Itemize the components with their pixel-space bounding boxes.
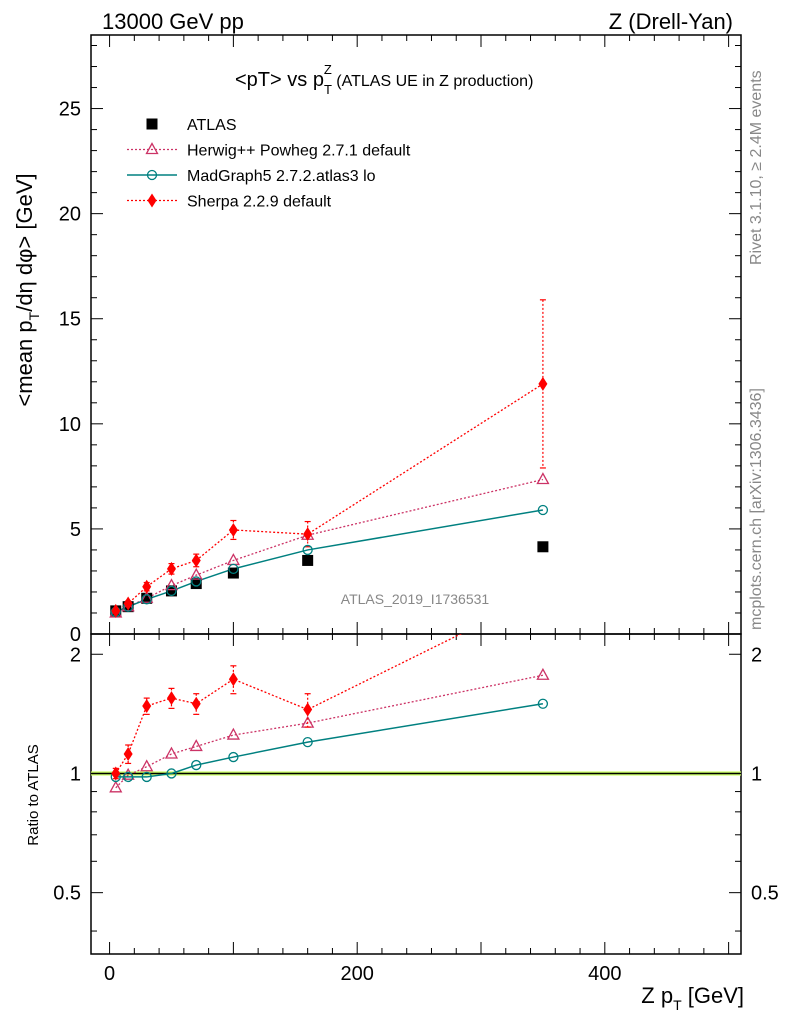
ratio-y-tick-label-right: 1: [751, 763, 762, 785]
main-sherpa-point: [228, 522, 238, 537]
main-y-tick-label: 0: [70, 624, 81, 646]
plot-title-main: <pT> vs p: [235, 69, 324, 91]
plot-title-suffix: (ATLAS UE in Z production): [332, 73, 534, 90]
ratio-band: [91, 771, 741, 776]
mcplots-label: mcplots.cern.ch [arXiv:1306.3436]: [748, 388, 765, 630]
main-y-tick-label: 25: [59, 99, 81, 121]
main-sherpa-point: [191, 553, 201, 568]
ratio-sherpa-point: [123, 746, 133, 761]
main-sherpa-point: [111, 603, 121, 618]
ratio-herwig-point: [226, 727, 240, 740]
main-y-tick-label: 10: [59, 414, 81, 436]
plot-title-sup: Z: [324, 62, 332, 77]
main-atlas-point: [141, 592, 153, 604]
main-atlas-point: [302, 554, 314, 566]
ratio-y-tick-label-right: 2: [751, 644, 762, 666]
ratio-madgraph-point: [302, 736, 313, 748]
main-y-tick-label: 15: [59, 309, 81, 331]
main-atlas-point: [537, 541, 549, 553]
main-y-tick-label: 20: [59, 204, 81, 226]
legend-sherpa-label: Sherpa 2.2.9 default: [187, 194, 332, 211]
ratio-madgraph-line: [115, 702, 544, 778]
legend-madgraph-label: MadGraph5 2.7.2.atlas3 lo: [187, 168, 376, 185]
main-madgraph-point: [166, 585, 177, 597]
ratio-madgraph-point: [141, 771, 152, 783]
ratio-madgraph-point: [122, 771, 134, 783]
ratio-sherpa-line: [115, 634, 463, 774]
ratio-herwig-point: [140, 759, 154, 772]
data-marks: [109, 376, 550, 618]
x-tick-label: 200: [341, 963, 374, 985]
ratio-herwig-point: [121, 767, 135, 780]
x-tick-label: 0: [104, 963, 115, 985]
legend-herwig-marker: [145, 142, 159, 155]
ratio-y-tick-label-left: 2: [70, 644, 81, 666]
legend-atlas-label: ATLAS: [187, 117, 237, 134]
ratio-herwig-point: [189, 739, 203, 752]
main-sherpa-point: [123, 596, 133, 611]
header-right: Z (Drell-Yan): [609, 9, 733, 34]
ratio-sherpa-point: [191, 696, 201, 711]
main-sherpa-line: [115, 383, 544, 612]
ratio-y-tick-label-left: 0.5: [53, 883, 81, 905]
plot-title-sub: T: [324, 82, 332, 97]
legend: ATLAS Herwig++ Powheg 2.7.1 default MadGra…: [127, 117, 411, 211]
main-madgraph-point: [228, 563, 239, 574]
ratio-y-tick-label-right: 0.5: [751, 883, 779, 905]
ratio-sherpa-point: [228, 672, 238, 687]
ratio-panel-frame: [90, 633, 742, 955]
plot-title: <pT> vs pTZ (ATLAS UE in Z production): [235, 62, 533, 97]
main-madgraph-point: [302, 544, 313, 556]
ratio-herwig-point: [109, 780, 123, 793]
ratio-y-axis-label: Ratio to ATLAS: [25, 744, 42, 845]
x-tick-label: 400: [588, 963, 621, 985]
legend-sherpa-marker: [147, 193, 157, 208]
main-herwig-point: [536, 472, 550, 485]
main-herwig-point: [164, 578, 179, 591]
main-y-axis-label: <mean pT/dη dφ> [GeV]: [12, 173, 42, 406]
x-axis-label: Z pT [GeV]: [641, 983, 744, 1013]
main-sherpa-point: [538, 376, 548, 391]
series-lines: [109, 299, 550, 793]
ratio-sherpa-point: [303, 702, 313, 717]
main-sherpa-point: [303, 527, 313, 542]
main-y-tick-label: 5: [70, 519, 81, 541]
main-atlas-point: [190, 578, 202, 590]
main-atlas-point: [165, 585, 177, 597]
ratio-herwig-point: [536, 667, 550, 680]
ratio-sherpa-point: [111, 766, 121, 781]
axis-ticks: [91, 35, 741, 954]
main-herwig-point: [140, 590, 154, 603]
ratio-herwig-point: [164, 746, 179, 759]
svg-text:<pT> vs pTZ (ATLAS UE in Z pro: <pT> vs pTZ (ATLAS UE in Z production): [235, 62, 533, 97]
analysis-label: ATLAS_2019_I1736531: [341, 591, 490, 607]
main-madgraph-point: [537, 504, 549, 516]
rivet-label: Rivet 3.1.10, ≥ 2.4M events: [748, 70, 765, 265]
header-left: 13000 GeV pp: [102, 9, 244, 34]
ratio-y-tick-label-left: 1: [70, 763, 81, 785]
ratio-sherpa-point: [142, 699, 152, 714]
main-madgraph-point: [141, 594, 152, 605]
legend-madgraph-marker: [146, 169, 158, 181]
ratio-madgraph-point: [191, 759, 202, 771]
legend-atlas-marker: [146, 118, 158, 130]
ratio-madgraph-point: [166, 768, 177, 779]
ratio-sherpa-point: [166, 691, 176, 706]
main-herwig-point: [189, 567, 203, 580]
legend-herwig-label: Herwig++ Powheg 2.7.1 default: [187, 143, 411, 160]
main-madgraph-point: [191, 576, 202, 587]
ratio-madgraph-point: [537, 698, 549, 709]
main-sherpa-point: [166, 561, 176, 576]
ratio-series: [109, 634, 550, 793]
main-sherpa-point: [142, 579, 152, 594]
ratio-madgraph-point: [228, 751, 239, 763]
